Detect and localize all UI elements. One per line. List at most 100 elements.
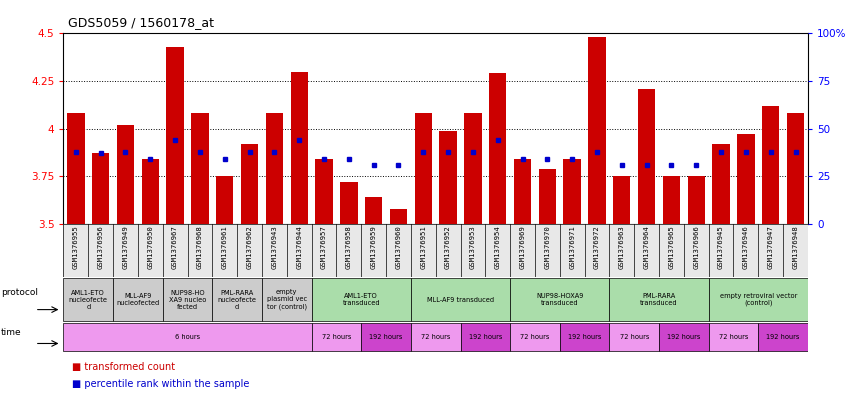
Bar [489, 73, 507, 224]
Bar [712, 144, 730, 224]
Text: AML1-ETO
nucleofecte
d: AML1-ETO nucleofecte d [69, 290, 107, 310]
Text: PML-RARA
nucleofecte
d: PML-RARA nucleofecte d [217, 290, 256, 310]
Text: GSM1376962: GSM1376962 [246, 226, 253, 269]
Bar [510, 278, 609, 321]
Bar [560, 323, 609, 351]
Text: GSM1376950: GSM1376950 [147, 226, 153, 269]
Bar [613, 176, 630, 224]
Bar [688, 176, 705, 224]
Text: 6 hours: 6 hours [175, 334, 201, 340]
Bar [92, 154, 109, 224]
Text: 72 hours: 72 hours [421, 334, 450, 340]
Bar [117, 125, 135, 224]
Bar [411, 278, 510, 321]
Bar [241, 144, 258, 224]
Bar [510, 323, 560, 351]
Text: MLL-AF9
nucleofected: MLL-AF9 nucleofected [116, 293, 160, 306]
Text: GSM1376955: GSM1376955 [73, 226, 79, 269]
Bar [262, 278, 311, 321]
Text: 192 hours: 192 hours [370, 334, 403, 340]
Bar [63, 278, 113, 321]
Bar [588, 37, 606, 224]
Text: 72 hours: 72 hours [321, 334, 351, 340]
Bar [762, 106, 779, 224]
Bar [758, 323, 808, 351]
Bar [539, 169, 556, 224]
Bar [141, 159, 159, 224]
Text: ■ transformed count: ■ transformed count [72, 362, 175, 372]
Text: GSM1376972: GSM1376972 [594, 226, 600, 269]
Text: 192 hours: 192 hours [766, 334, 799, 340]
Bar [563, 159, 581, 224]
Text: MLL-AF9 transduced: MLL-AF9 transduced [427, 297, 494, 303]
Bar [439, 130, 457, 224]
Text: GSM1376954: GSM1376954 [495, 226, 501, 269]
Text: GSM1376956: GSM1376956 [97, 226, 104, 269]
Text: 192 hours: 192 hours [469, 334, 502, 340]
Text: NUP98-HO
XA9 nucleo
fected: NUP98-HO XA9 nucleo fected [169, 290, 206, 310]
Bar [266, 114, 283, 224]
Text: protocol: protocol [1, 288, 38, 298]
Bar [659, 323, 709, 351]
Text: GSM1376970: GSM1376970 [544, 226, 551, 269]
Bar [514, 159, 531, 224]
Bar [411, 323, 460, 351]
Text: ■ percentile rank within the sample: ■ percentile rank within the sample [72, 379, 250, 389]
Text: GSM1376958: GSM1376958 [346, 226, 352, 269]
Bar [290, 72, 308, 224]
Text: time: time [1, 328, 21, 337]
Bar [311, 323, 361, 351]
Text: GSM1376961: GSM1376961 [222, 226, 228, 269]
Bar [390, 209, 407, 224]
Text: GSM1376946: GSM1376946 [743, 226, 749, 269]
Text: empty retroviral vector
(control): empty retroviral vector (control) [720, 293, 797, 307]
Text: GSM1376951: GSM1376951 [420, 226, 426, 269]
Text: GSM1376971: GSM1376971 [569, 226, 575, 269]
Text: GSM1376966: GSM1376966 [693, 226, 700, 269]
Text: NUP98-HOXA9
transduced: NUP98-HOXA9 transduced [536, 293, 584, 306]
Bar [609, 323, 659, 351]
Text: 72 hours: 72 hours [520, 334, 550, 340]
Bar [609, 278, 709, 321]
Bar [365, 197, 382, 224]
Bar [162, 278, 212, 321]
Text: empty
plasmid vec
tor (control): empty plasmid vec tor (control) [266, 289, 307, 310]
Text: GSM1376968: GSM1376968 [197, 226, 203, 269]
Text: GSM1376967: GSM1376967 [172, 226, 179, 269]
Bar [113, 278, 162, 321]
Text: GSM1376959: GSM1376959 [371, 226, 376, 269]
Bar [67, 114, 85, 224]
Bar [415, 114, 432, 224]
Text: GSM1376965: GSM1376965 [668, 226, 674, 269]
Text: GSM1376963: GSM1376963 [618, 226, 625, 269]
Text: AML1-ETO
transduced: AML1-ETO transduced [343, 293, 380, 306]
Text: 72 hours: 72 hours [719, 334, 748, 340]
Text: GSM1376945: GSM1376945 [718, 226, 724, 269]
Text: 72 hours: 72 hours [619, 334, 649, 340]
Bar [63, 323, 311, 351]
Bar [737, 134, 755, 224]
Text: 192 hours: 192 hours [568, 334, 602, 340]
Bar [167, 47, 184, 224]
Bar [340, 182, 358, 224]
Text: GSM1376960: GSM1376960 [395, 226, 402, 269]
Text: 192 hours: 192 hours [667, 334, 700, 340]
Text: GSM1376949: GSM1376949 [123, 226, 129, 269]
Text: GSM1376953: GSM1376953 [470, 226, 476, 269]
Text: GSM1376948: GSM1376948 [793, 226, 799, 269]
Text: GSM1376944: GSM1376944 [296, 226, 302, 269]
Bar [638, 89, 656, 224]
Bar [709, 278, 808, 321]
Bar [464, 114, 481, 224]
Text: GSM1376964: GSM1376964 [644, 226, 650, 269]
Text: GDS5059 / 1560178_at: GDS5059 / 1560178_at [68, 17, 214, 29]
Bar [361, 323, 411, 351]
Text: GSM1376943: GSM1376943 [272, 226, 277, 269]
Bar [216, 176, 233, 224]
Bar [212, 278, 262, 321]
Text: GSM1376957: GSM1376957 [321, 226, 327, 269]
Text: GSM1376952: GSM1376952 [445, 226, 451, 269]
Bar [787, 114, 805, 224]
Bar [662, 176, 680, 224]
Bar [460, 323, 510, 351]
